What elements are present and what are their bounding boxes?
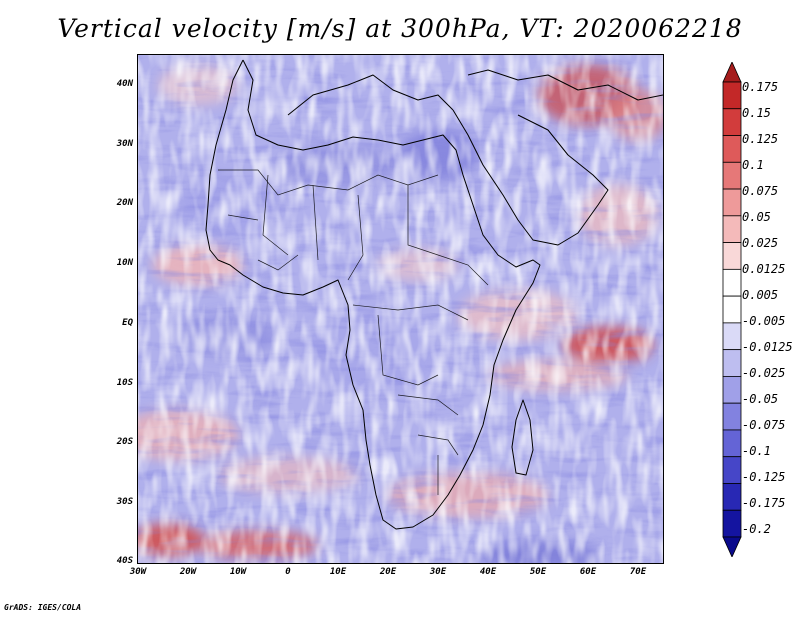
y-axis-label: 20S — [116, 437, 133, 447]
chart-title: Vertical velocity [m/s] at 300hPa, VT: 2… — [57, 14, 743, 43]
x-axis-label: 10W — [229, 567, 247, 577]
y-axis-label: 30S — [116, 497, 133, 507]
colorbar-cell — [722, 215, 742, 243]
colorbar-cell — [722, 62, 742, 83]
colorbar-cell — [722, 242, 742, 270]
colorbar-label: 0.075 — [742, 184, 779, 198]
colorbar-label: 0.125 — [742, 132, 779, 146]
colorbar-cell — [722, 322, 742, 351]
colorbar-cell — [722, 509, 742, 538]
colorbar-label: 0.025 — [742, 236, 779, 250]
colorbar-label: -0.005 — [742, 314, 786, 328]
x-axis-label: 10E — [329, 567, 347, 577]
colorbar-cell — [722, 349, 742, 377]
colorbar-cell — [722, 429, 742, 458]
x-axis-label: 60E — [579, 567, 597, 577]
colorbar-label: 0.15 — [742, 106, 771, 120]
colorbar-label: -0.125 — [742, 470, 786, 484]
x-axis-label: 0 — [285, 567, 291, 577]
colorbar-cell — [722, 376, 742, 404]
velocity-map — [137, 54, 664, 564]
colorbar-cell — [722, 295, 742, 324]
y-axis-label: EQ — [122, 318, 133, 328]
colorbar-cell — [722, 536, 742, 557]
colorbar-cell — [722, 108, 742, 136]
x-axis-label: 70E — [629, 567, 647, 577]
colorbar-cell — [722, 483, 742, 511]
colorbar-label: 0.175 — [742, 80, 779, 94]
colorbar-label: -0.075 — [742, 418, 786, 432]
country-borders — [218, 169, 489, 495]
x-axis-label: 40E — [479, 567, 497, 577]
footer-credit: GrADS: IGES/COLA — [4, 603, 82, 612]
colorbar-cell — [722, 135, 742, 163]
colorbar-label: -0.05 — [742, 392, 779, 406]
colorbar-label: -0.025 — [742, 366, 786, 380]
coastlines — [205, 59, 663, 530]
colorbar-label: -0.2 — [742, 522, 771, 536]
y-axis-label: 30N — [116, 139, 133, 149]
map-field — [138, 55, 663, 563]
y-axis-label: 40S — [116, 556, 133, 566]
colorbar-label: -0.0125 — [742, 340, 793, 354]
colorbar-cell — [722, 161, 742, 190]
y-axis-label: 10N — [116, 258, 133, 268]
x-axis-label: 30E — [429, 567, 447, 577]
colorbar-label: -0.175 — [742, 496, 786, 510]
x-axis-label: 30W — [129, 567, 147, 577]
x-axis-label: 20E — [379, 567, 397, 577]
x-axis-label: 20W — [179, 567, 197, 577]
x-axis-label: 50E — [529, 567, 547, 577]
colorbar-cell — [722, 402, 742, 431]
colorbar-label: 0.005 — [742, 288, 779, 302]
y-axis-label: 10S — [116, 378, 133, 388]
colorbar-cell — [722, 456, 742, 484]
colorbar-label: 0.05 — [742, 210, 771, 224]
white-contour-texture — [138, 55, 663, 563]
y-axis-label: 40N — [116, 79, 133, 89]
colorbar — [722, 62, 742, 557]
y-axis-label: 20N — [116, 198, 133, 208]
colorbar-label: 0.1 — [742, 158, 764, 172]
colorbar-label: -0.1 — [742, 444, 771, 458]
colorbar-label: 0.0125 — [742, 262, 786, 276]
colorbar-cell — [722, 188, 742, 217]
colorbar-cell — [722, 268, 742, 297]
colorbar-cell — [722, 81, 742, 110]
